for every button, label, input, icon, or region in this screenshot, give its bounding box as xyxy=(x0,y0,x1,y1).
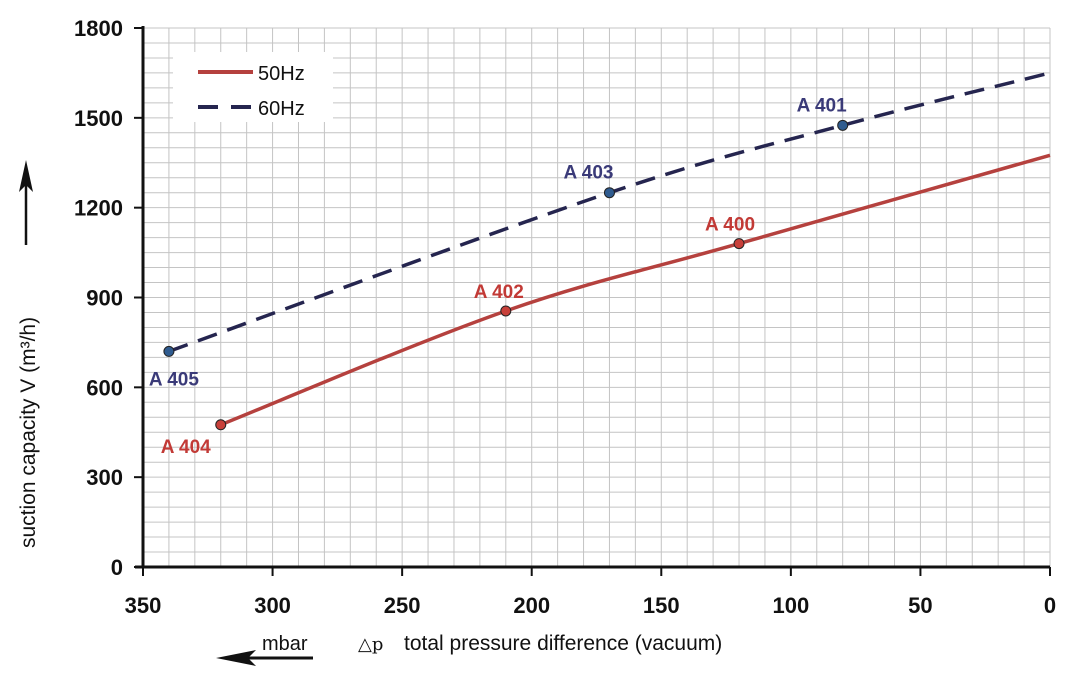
y-axis-title-group: suction capacity V (m³/h) xyxy=(17,160,40,548)
x-tick-label: 50 xyxy=(908,593,932,618)
data-point xyxy=(215,419,227,431)
x-tick-label: 300 xyxy=(254,593,291,618)
data-point xyxy=(500,305,512,317)
data-point-label: A 403 xyxy=(563,163,613,184)
data-point xyxy=(163,345,175,357)
x-axis-title-group: △p total pressure difference (vacuum) mb… xyxy=(216,632,722,666)
y-tick-label: 0 xyxy=(111,555,123,580)
y-arrowhead-icon xyxy=(19,160,33,192)
y-tick-label: 900 xyxy=(86,286,123,311)
x-tick-label: 100 xyxy=(772,593,809,618)
x-arrowhead-icon xyxy=(216,650,256,666)
y-tick-label: 1800 xyxy=(74,16,123,41)
y-tick-label: 300 xyxy=(86,465,123,490)
x-axis-title: total pressure difference (vacuum) xyxy=(404,632,722,655)
data-point xyxy=(733,238,745,250)
y-tick-label: 600 xyxy=(86,375,123,400)
series: A 404 A 402 A 400 A 405 A 403 A 401 xyxy=(149,71,1051,458)
legend-label-50hz: 50Hz xyxy=(258,63,305,85)
x-tick-label: 200 xyxy=(513,593,550,618)
grid xyxy=(142,27,1051,568)
series-line-50hz xyxy=(220,153,1051,427)
data-point xyxy=(603,187,615,199)
data-point-label: A 402 xyxy=(474,282,524,303)
y-axis-title: suction capacity V (m³/h) xyxy=(17,317,40,548)
series-line-60hz xyxy=(168,71,1051,354)
x-tick-label: 350 xyxy=(125,593,162,618)
x-axis-unit: mbar xyxy=(262,633,308,655)
x-tick-label: 0 xyxy=(1044,593,1056,618)
legend-box xyxy=(173,52,333,122)
x-axis-symbol: △p xyxy=(358,634,383,655)
x-tick-label: 150 xyxy=(643,593,680,618)
legend-label-60hz: 60Hz xyxy=(258,98,305,120)
axes: 350 300 250 200 150 100 50 0 0 300 600 900 1200 1500 1… xyxy=(74,16,1056,618)
data-point-label: A 405 xyxy=(149,369,199,390)
y-tick-label: 1200 xyxy=(74,196,123,221)
legend: 50Hz 60Hz xyxy=(173,52,333,122)
data-point-label: A 401 xyxy=(797,95,847,116)
x-tick-label: 250 xyxy=(384,593,421,618)
data-point xyxy=(837,119,849,131)
y-tick-label: 1500 xyxy=(74,106,123,131)
data-point-label: A 404 xyxy=(161,437,211,458)
data-point-label: A 400 xyxy=(705,215,755,236)
